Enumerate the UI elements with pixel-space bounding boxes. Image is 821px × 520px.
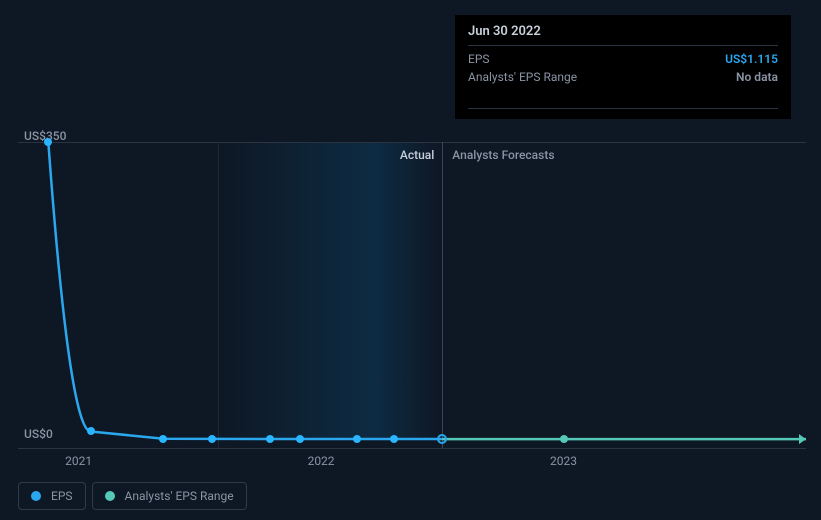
tooltip-divider [468,45,778,46]
eps-marker[interactable] [266,435,274,443]
forecast-arrow-icon [799,434,806,444]
tooltip-row-value: US$1.115 [725,52,778,66]
eps-marker[interactable] [87,427,95,435]
tooltip-row-value: No data [736,70,778,84]
legend: EPS Analysts' EPS Range [18,482,247,510]
legend-swatch-icon [105,491,115,501]
eps-line[interactable] [48,142,442,439]
legend-item[interactable]: EPS [18,482,86,510]
eps-marker[interactable] [296,435,304,443]
tooltip-divider [468,108,778,109]
legend-label: EPS [51,489,73,503]
legend-label: Analysts' EPS Range [125,489,234,503]
tooltip-title: Jun 30 2022 [468,24,778,39]
tooltip-row-label: EPS [468,52,490,66]
tooltip: Jun 30 2022 EPS US$1.115 Analysts' EPS Rang… [455,15,791,119]
tooltip-row: EPS US$1.115 [468,50,778,68]
tooltip-row: Analysts' EPS Range No data [468,68,778,86]
eps-marker[interactable] [353,435,361,443]
eps-marker[interactable] [390,435,398,443]
forecast-marker[interactable] [560,435,568,443]
eps-marker[interactable] [208,435,216,443]
highlight-marker[interactable] [437,434,447,444]
chart-container: US$350US$0202120222023ActualAnalysts For… [0,0,821,520]
legend-swatch-icon [31,491,41,501]
eps-marker[interactable] [159,435,167,443]
eps-marker[interactable] [44,138,52,146]
legend-item[interactable]: Analysts' EPS Range [92,482,247,510]
tooltip-row-label: Analysts' EPS Range [468,70,577,84]
